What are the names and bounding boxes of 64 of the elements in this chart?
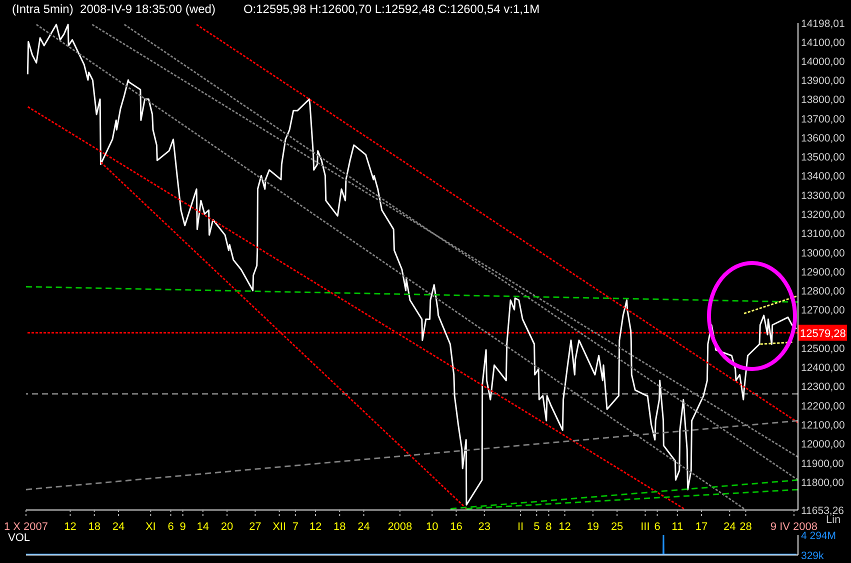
y-tick-label: 4 294M <box>801 530 836 542</box>
y-tick-label: 13100,00 <box>801 228 845 240</box>
chart-subtitle: O:12595,98 H:12600,70 L:12592,48 C:12600,54 v:1,1M <box>243 2 540 16</box>
x-tick-label: 9 IV 2008 <box>770 521 818 533</box>
x-tick-label: III <box>640 521 650 533</box>
x-tick-label: 20 <box>220 521 234 533</box>
y-tick-label: 13800,00 <box>801 94 845 106</box>
x-tick-label: 9 <box>180 521 186 533</box>
y-tick-label: 13000,00 <box>801 247 845 260</box>
y-tick-label: 12800,00 <box>801 286 845 298</box>
y-tick-label: 11800,00 <box>801 476 844 489</box>
x-tick-label: 25 <box>610 521 624 533</box>
y-tick-label: 12900,00 <box>801 266 845 278</box>
y-tick-label: 13400,00 <box>801 170 845 183</box>
y-tick-label: 12300,00 <box>801 381 845 394</box>
y-tick-label: 13500,00 <box>801 152 845 164</box>
x-tick-label: 2008 <box>388 521 412 533</box>
x-tick-label: 6 <box>168 521 174 533</box>
y-tick-label: 14000,00 <box>801 56 845 68</box>
x-tick-label: 8 <box>546 521 552 533</box>
x-tick-label: 12 <box>309 521 322 533</box>
x-tick-label: 6 <box>654 521 660 533</box>
ref-line-label: 12579,28 <box>800 328 846 340</box>
chart-title: (Intra 5min) 2008-IV-9 18:35:00 (wed) <box>12 2 216 16</box>
y-tick-label: 13200,00 <box>801 208 845 221</box>
x-tick-label: 24 <box>112 521 125 533</box>
y-tick-label: 13900,00 <box>801 75 845 88</box>
x-tick-label: 27 <box>249 521 262 533</box>
x-tick-label: 10 <box>426 521 438 533</box>
x-tick-label: 24 <box>724 521 736 533</box>
x-tick-label: 11 <box>672 521 684 533</box>
chart-title: VOL <box>8 532 30 544</box>
x-tick-label: XII <box>272 521 286 533</box>
x-tick-label: XI <box>145 521 156 533</box>
y-tick-label: 329k <box>801 550 825 562</box>
y-tick-label: 14198,01 <box>801 18 845 30</box>
x-tick-label: II <box>518 521 524 533</box>
y-tick-label: 12000,00 <box>801 438 845 451</box>
x-tick-label: 12 <box>64 521 76 533</box>
x-tick-label: 28 <box>740 521 752 533</box>
y-tick-label: 11900,00 <box>801 458 844 470</box>
x-tick-label: 1 X 2007 <box>4 521 48 533</box>
y-tick-label: 12500,00 <box>801 342 845 355</box>
x-tick-label: 19 <box>586 521 600 533</box>
x-tick-label: 18 <box>334 521 346 533</box>
y-tick-label: 12200,00 <box>801 400 845 412</box>
x-tick-label: 24 <box>358 521 370 533</box>
y-tick-label: 11653,26 <box>801 505 844 517</box>
x-tick-label: 14 <box>196 521 210 533</box>
y-tick-label: 12100,00 <box>801 420 845 432</box>
x-tick-label: 12 <box>558 521 571 533</box>
x-tick-label: 16 <box>450 521 462 533</box>
y-tick-label: 12700,00 <box>801 304 845 317</box>
y-tick-label: 13600,00 <box>801 132 845 144</box>
text: Lin <box>826 514 841 526</box>
y-tick-label: 14100,00 <box>801 36 845 49</box>
y-tick-label: 13700,00 <box>801 113 845 126</box>
x-tick-label: 18 <box>88 521 100 533</box>
x-tick-label: 5 <box>534 521 540 533</box>
y-tick-label: 12400,00 <box>801 362 845 374</box>
x-tick-label: 7 <box>292 521 298 533</box>
y-tick-label: 13300,00 <box>801 190 845 202</box>
x-tick-label: 17 <box>695 521 708 533</box>
x-tick-label: 23 <box>478 521 490 533</box>
